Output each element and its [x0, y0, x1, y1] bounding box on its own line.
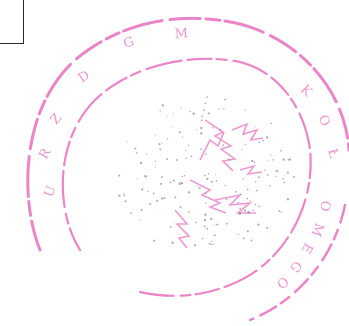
svg-text:Ł: Ł [324, 147, 341, 160]
svg-text:E: E [298, 240, 316, 256]
svg-text:D: D [76, 68, 93, 86]
svg-text:G: G [122, 34, 137, 51]
svg-text:O: O [273, 273, 291, 291]
svg-text:Z: Z [48, 111, 65, 128]
eagle-emblem [174, 119, 264, 249]
form-field-box [0, 0, 24, 44]
svg-text:M: M [308, 221, 327, 239]
svg-text:U: U [42, 184, 60, 199]
svg-text:G: G [286, 257, 304, 275]
svg-text:K: K [297, 82, 315, 100]
svg-text:M: M [174, 26, 188, 42]
svg-text:O: O [316, 199, 333, 212]
seal-inner-ring [61, 57, 312, 297]
seal-outer-ring-right [248, 203, 347, 322]
seal-outer-ring [26, 16, 349, 252]
svg-text:R: R [36, 145, 54, 162]
svg-text:O: O [315, 113, 333, 130]
